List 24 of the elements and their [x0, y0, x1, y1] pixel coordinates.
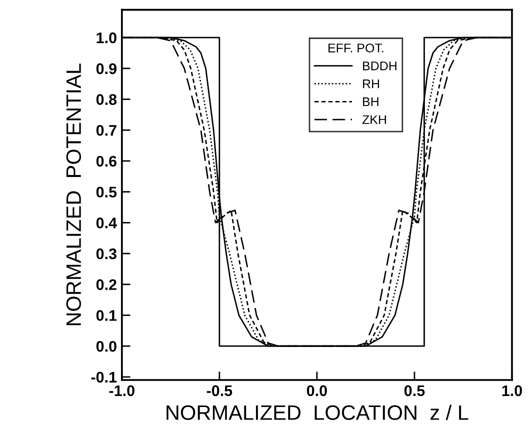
legend-title: EFF. POT.	[328, 44, 384, 52]
y-tick-label: 0.9	[96, 63, 116, 74]
y-tick-label: -0.1	[91, 372, 117, 383]
legend-label: BH	[363, 97, 378, 106]
x-tick-label: -0.5	[206, 385, 232, 396]
x-tick-label: 0.5	[404, 385, 425, 396]
x-tick-label: 0.0	[306, 385, 327, 396]
y-tick-label: 0.2	[96, 279, 116, 290]
y-tick-label: 0.6	[96, 156, 116, 167]
y-tick-label: 0.0	[96, 340, 116, 352]
x-axis-title: NORMALIZED LOCATION z / L	[166, 404, 468, 420]
y-tick-label: 0.1	[96, 310, 117, 321]
y-axis-title: NORMALIZED POTENTIAL	[66, 64, 82, 326]
y-tick-label: 0.7	[96, 124, 116, 136]
y-tick-label: 0.8	[96, 94, 117, 105]
legend-label: ZKH	[362, 115, 386, 124]
x-tick-label: 1.0	[502, 385, 522, 396]
legend-label: RH	[363, 80, 380, 88]
y-tick-label: 0.5	[96, 186, 117, 198]
y-tick-label: 1.0	[96, 32, 116, 44]
legend-label: BDDH	[363, 62, 396, 70]
y-tick-label: 0.4	[96, 218, 117, 228]
x-tick-label: -1.0	[109, 385, 134, 396]
y-tick-label: 0.3	[96, 248, 116, 260]
